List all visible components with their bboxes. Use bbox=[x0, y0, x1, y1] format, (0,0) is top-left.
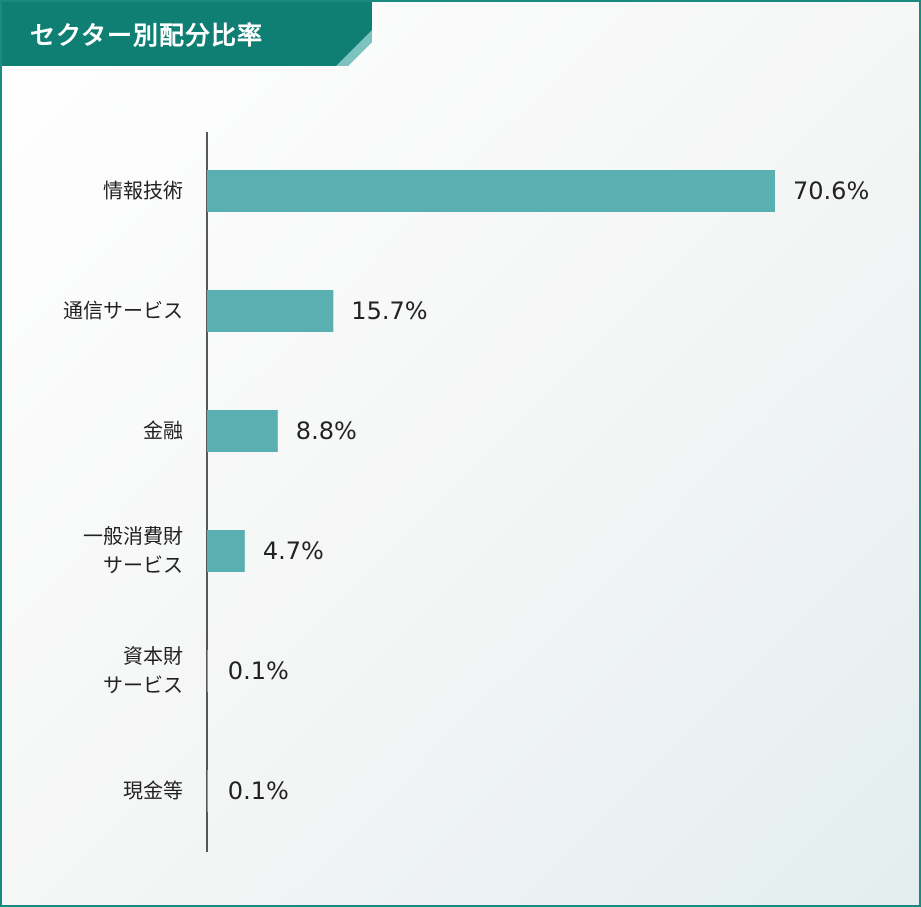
bar bbox=[207, 290, 334, 332]
category-label: 情報技術 bbox=[103, 178, 183, 203]
value-label: 70.6% bbox=[793, 177, 870, 205]
category-label: 資本財 サービス bbox=[103, 644, 183, 697]
value-label: 0.1% bbox=[227, 657, 289, 685]
value-label: 15.7% bbox=[351, 297, 428, 325]
bar bbox=[207, 650, 208, 692]
bar bbox=[207, 410, 278, 452]
category-label: 金融 bbox=[143, 418, 183, 443]
value-label: 0.1% bbox=[227, 777, 289, 805]
value-label: 4.7% bbox=[262, 537, 324, 565]
bar bbox=[207, 770, 208, 812]
chart-title: セクター別配分比率 bbox=[30, 21, 264, 50]
category-label: 一般消費財 サービス bbox=[83, 524, 183, 577]
header-band bbox=[2, 2, 372, 66]
value-label: 8.8% bbox=[295, 417, 357, 445]
category-label: 通信サービス bbox=[63, 298, 183, 323]
bar bbox=[207, 170, 775, 212]
category-label: 現金等 bbox=[123, 778, 183, 803]
bar bbox=[207, 530, 245, 572]
